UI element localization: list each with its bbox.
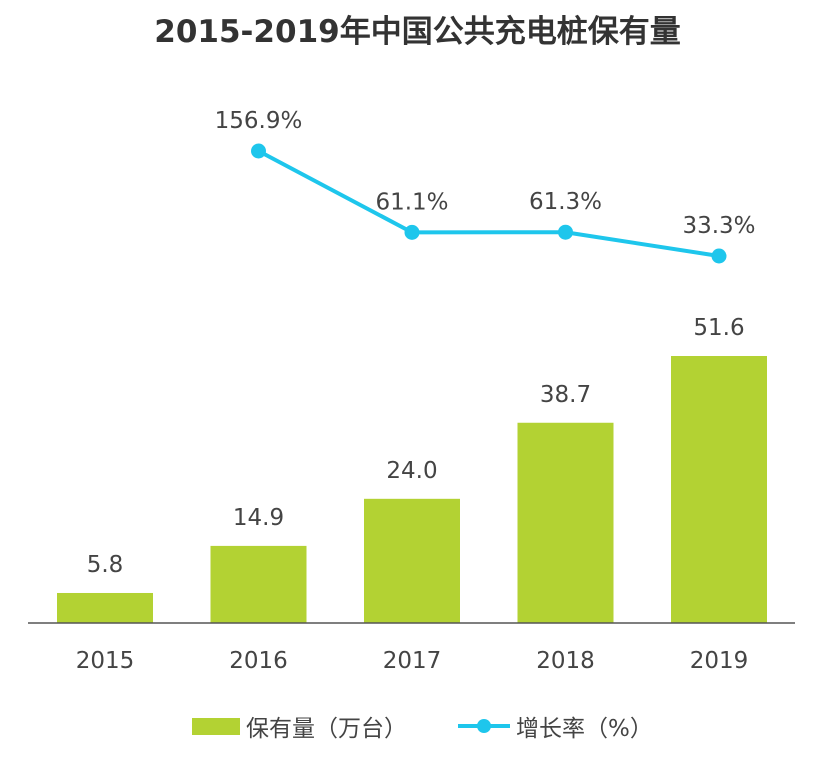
legend-item-line: 增长率（%） xyxy=(458,709,653,743)
chart-plot: 5.8 14.9 24.0 38.7 51.6 2015 2016 2017 2018 2019… xyxy=(28,108,795,674)
growth-label-2018: 61.3% xyxy=(529,189,602,215)
bar-2019 xyxy=(671,356,767,623)
x-tick-label-2017: 2017 xyxy=(383,648,442,674)
growth-point-2017 xyxy=(404,224,420,240)
bar-2018 xyxy=(517,422,614,623)
bars-layer: 5.8 14.9 24.0 38.7 51.6 xyxy=(57,315,767,623)
x-tick-label-2018: 2018 xyxy=(536,648,595,674)
growth-point-2016 xyxy=(251,143,266,159)
growth-point-2019 xyxy=(711,248,727,264)
bar-2015 xyxy=(57,592,153,623)
bar-value-label-2017: 24.0 xyxy=(386,458,437,484)
legend-bar-swatch xyxy=(192,717,240,735)
bar-value-label-2015: 5.8 xyxy=(87,552,124,578)
x-tick-label-2019: 2019 xyxy=(690,648,749,674)
legend-item-bar: 保有量（万台） xyxy=(192,709,407,743)
growth-point-2018 xyxy=(558,224,573,240)
legend-line-label: 增长率（%） xyxy=(516,716,653,742)
legend-line-swatch xyxy=(458,719,510,733)
growth-label-2017: 61.1% xyxy=(375,189,448,215)
x-tick-label-2015: 2015 xyxy=(76,648,135,674)
bar-2016 xyxy=(210,545,307,623)
legend: 保有量（万台） 增长率（%） xyxy=(0,709,835,743)
x-tick-label-2016: 2016 xyxy=(229,648,288,674)
bar-value-label-2019: 51.6 xyxy=(693,315,744,341)
bar-2017 xyxy=(364,498,460,623)
growth-label-2019: 33.3% xyxy=(682,213,755,239)
growth-rate-line xyxy=(257,149,720,258)
legend-bar-label: 保有量（万台） xyxy=(246,716,407,742)
chart-title: 2015-2019年中国公共充电桩保有量 xyxy=(154,14,681,50)
bar-value-label-2016: 14.9 xyxy=(233,505,284,531)
bar-value-label-2018: 38.7 xyxy=(540,382,591,408)
growth-label-2016: 156.9% xyxy=(215,108,303,134)
x-tick-labels: 2015 2016 2017 2018 2019 xyxy=(76,648,749,674)
growth-line-layer: 156.9% 61.1% 61.3% 33.3% xyxy=(215,108,756,264)
